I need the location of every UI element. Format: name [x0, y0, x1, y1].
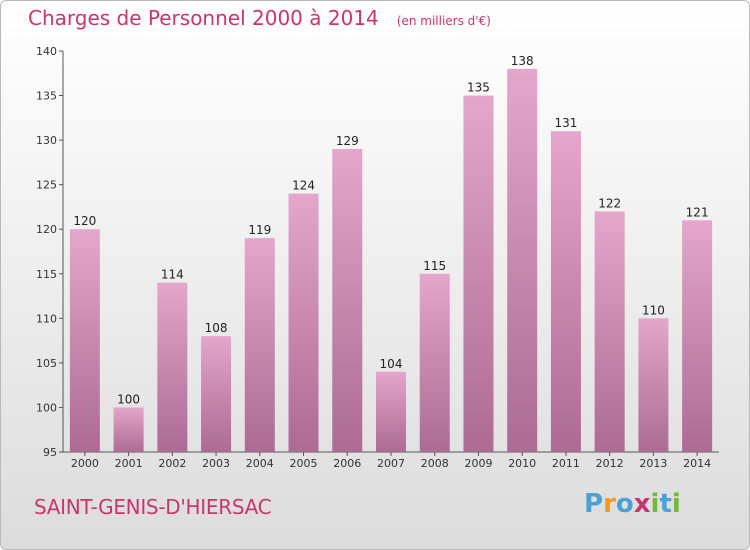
value-label: 135 — [467, 81, 490, 95]
value-label: 104 — [380, 357, 403, 371]
bars — [69, 68, 713, 453]
y-tick-label: 130 — [36, 134, 57, 147]
x-tick-label: 2006 — [333, 457, 361, 470]
chart-subtitle: (en milliers d'€) — [396, 14, 491, 28]
value-labels: 120 100 114 108 119 124 129 104 115 135 138 131 122 1… — [73, 54, 708, 407]
town-name: SAINT-GENIS-D'HIERSAC — [34, 495, 272, 519]
bar-2013 — [638, 318, 669, 452]
y-tick-label: 110 — [36, 312, 57, 325]
x-tick-label: 2001 — [115, 457, 143, 470]
y-tick-label: 100 — [36, 401, 57, 414]
x-tick-label: 2013 — [639, 457, 667, 470]
chart-title-text: Charges de Personnel 2000 à 2014 — [28, 6, 379, 30]
y-tick-label: 115 — [36, 268, 57, 281]
y-tick-label: 140 — [36, 45, 57, 58]
y-tick-label: 125 — [36, 179, 57, 192]
bar-2007 — [376, 371, 406, 452]
bar-2010 — [507, 68, 538, 453]
y-tick-label: 120 — [36, 223, 57, 236]
x-tick-label: 2012 — [596, 457, 624, 470]
y-axis: 95 100 105 110 115 120 125 130 135 140 — [36, 45, 64, 459]
x-tick-label: 2003 — [202, 457, 230, 470]
x-tick-label: 2007 — [377, 457, 405, 470]
value-label: 124 — [292, 179, 315, 193]
bar-2004 — [244, 238, 275, 452]
bar-2003 — [201, 336, 232, 452]
y-tick-label: 135 — [36, 90, 57, 103]
bar-2001 — [113, 407, 144, 452]
x-tick-label: 2009 — [464, 457, 492, 470]
x-axis: 2000 2001 2002 2003 2004 2005 2006 2007 2008 2009… — [63, 451, 719, 470]
value-label: 121 — [686, 205, 709, 219]
value-label: 131 — [554, 116, 577, 130]
value-label: 114 — [161, 268, 184, 282]
value-label: 122 — [598, 196, 621, 210]
bar-2014 — [682, 220, 713, 452]
x-tick-label: 2014 — [683, 457, 711, 470]
value-label: 100 — [117, 392, 140, 406]
value-label: 119 — [248, 223, 271, 237]
logo-letter: r — [603, 489, 616, 519]
bar-2008 — [419, 273, 450, 452]
value-label: 108 — [205, 321, 228, 335]
logo-letter: o — [615, 489, 634, 519]
bar-2009 — [463, 95, 494, 453]
x-tick-label: 2000 — [71, 457, 99, 470]
x-tick-label: 2010 — [508, 457, 536, 470]
value-label: 120 — [73, 214, 96, 228]
bar-2005 — [288, 193, 319, 453]
x-tick-label: 2002 — [158, 457, 186, 470]
logo-letter: i — [650, 489, 660, 519]
value-label: 138 — [511, 54, 534, 68]
bar-2000 — [69, 229, 100, 452]
x-tick-label: 2004 — [246, 457, 274, 470]
bar-2006 — [332, 149, 363, 452]
proxiti-logo: Proxiti — [584, 489, 681, 519]
x-tick-label: 2005 — [290, 457, 318, 470]
bar-2012 — [594, 211, 625, 452]
logo-letter: P — [584, 489, 604, 519]
logo-letter: x — [633, 489, 651, 519]
y-tick-label: 95 — [43, 446, 57, 459]
bar-2002 — [157, 282, 188, 452]
x-tick-label: 2011 — [552, 457, 580, 470]
logo-letter: t — [659, 489, 672, 519]
logo-letter: i — [671, 489, 681, 519]
value-label: 115 — [423, 259, 446, 273]
value-label: 110 — [642, 303, 665, 317]
chart-title: Charges de Personnel 2000 à 2014 (en mill… — [28, 6, 491, 30]
y-tick-label: 105 — [36, 357, 57, 370]
x-tick-label: 2008 — [421, 457, 449, 470]
value-label: 129 — [336, 134, 359, 148]
bar-2011 — [550, 131, 581, 452]
